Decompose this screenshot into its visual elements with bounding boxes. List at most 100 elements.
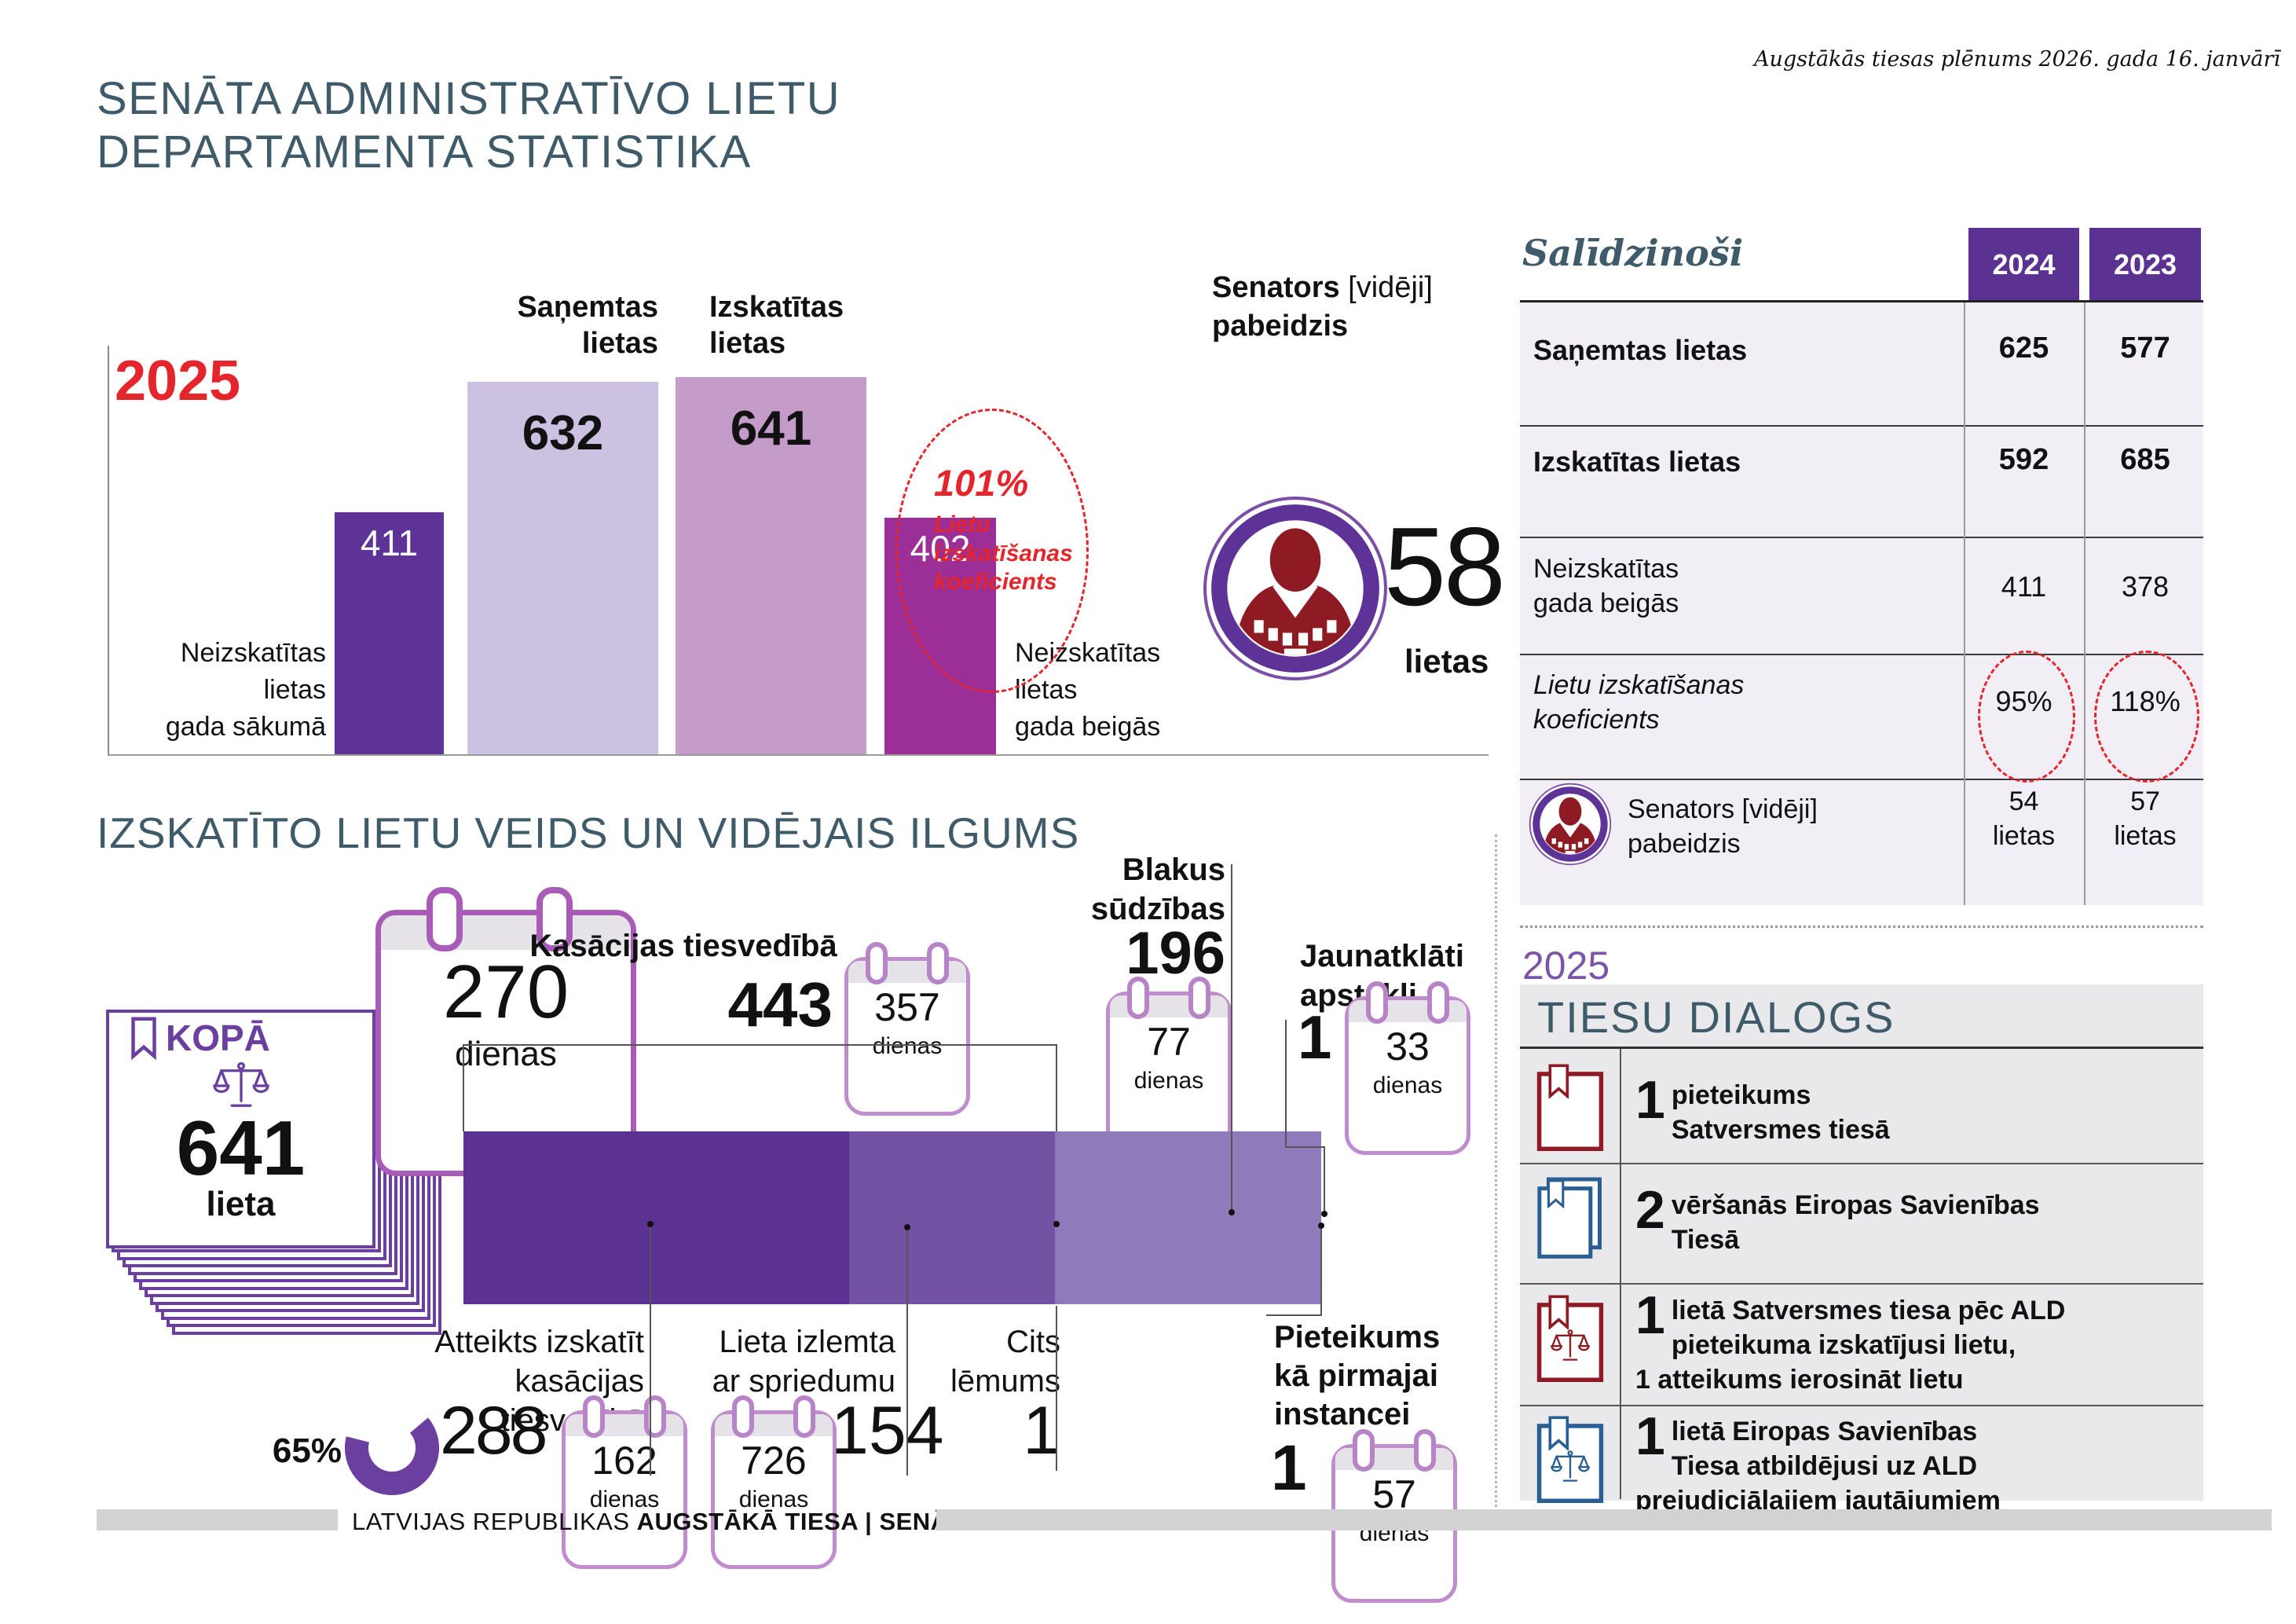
table-line: [1520, 1405, 2203, 1406]
footer-bar: [936, 1509, 2272, 1531]
label-line: instancei: [1274, 1396, 1411, 1432]
dialog-row: 1 pieteikums Satversmes tiesā: [1635, 1070, 2193, 1147]
label-line: izskatīšanas: [934, 540, 1073, 566]
calendar-days: 57: [1372, 1472, 1416, 1516]
calendar-ring-icon: [427, 887, 463, 951]
donut-65-percent-icon: [344, 1400, 440, 1496]
label-line: Pieteikums: [1274, 1320, 1441, 1355]
senator-title-bold: Senators: [1212, 271, 1340, 304]
doc-icon-maroon: [1533, 1062, 1607, 1153]
label-line: sūdzības: [1090, 892, 1225, 926]
label-line: pieteikuma izskatījusi lietu,: [1671, 1330, 2016, 1361]
label-line: 57: [2130, 786, 2160, 816]
label-line: pieteikums: [1671, 1080, 1811, 1110]
table-row-label: Senators [vidēji] pabeidzis: [1628, 792, 1957, 861]
table-line: [1520, 425, 2203, 427]
label-line: Lietu izskatīšanas: [1533, 670, 1745, 700]
blakus-value: 196: [1126, 920, 1225, 987]
label-line: Tiesā: [1671, 1225, 1740, 1256]
senator-avg-unit: lietas: [1404, 643, 1489, 680]
label-line: 54: [2009, 786, 2039, 816]
bar-value: 411: [360, 522, 419, 563]
calendar-357-dienas: 357 dienas: [844, 942, 970, 1116]
blakus-label: Blakus sūdzības: [1037, 850, 1225, 929]
coefficient-dashed-circle: 101% Lietu izskatīšanas koeficients: [895, 409, 1089, 693]
doc-scales-icon-blue: [1533, 1414, 1607, 1505]
total-value: 641: [176, 1105, 306, 1191]
dialog-lines: vēršanās Eiropas Savienības Tiesā: [1672, 1188, 2040, 1257]
jaunatklati-value: 1: [1298, 1003, 1332, 1072]
table-cell: 577: [2120, 332, 2170, 365]
calendar-days: 270: [442, 950, 569, 1034]
calendar-days: 162: [591, 1439, 657, 1483]
dialog-row: 1 lietā Satversmes tiesa pēc ALD pieteik…: [1635, 1285, 2193, 1398]
highlight-ellipse-118: [2094, 651, 2199, 783]
section-title: IZSKATĪTO LIETU VEIDS UN VIDĒJAIS ILGUMS: [97, 808, 1080, 857]
calendar-162-dienas: 162 dienas: [562, 1395, 687, 1569]
bar-label-sanemtas: Saņemtas lietas: [440, 289, 658, 362]
footer-bold: AUGSTĀKĀ TIESA | SENĀTS: [636, 1508, 981, 1535]
table-row-label: Neizskatītas gada beigās: [1533, 552, 1957, 621]
table-cell: 592: [1998, 443, 2049, 476]
chart-axis-vertical: [108, 346, 109, 756]
label-line: lēmums: [950, 1364, 1060, 1399]
label-line: ar spriedumu: [712, 1364, 895, 1399]
dialog-number: 1: [1635, 1406, 1665, 1466]
tiesu-dialogs-panel: [1520, 984, 2203, 1501]
atteikts-value: 288: [440, 1393, 547, 1468]
year-label-2025: 2025: [115, 350, 241, 412]
table-line: [1964, 302, 1965, 905]
dialog-number: 1: [1635, 1070, 1665, 1130]
label-line: Atteikts izskatīt: [434, 1325, 644, 1359]
compare-table-title: Salīdzinoši: [1522, 232, 1744, 274]
total-kopa-label: KOPĀ: [166, 1017, 270, 1058]
label-line: Cits: [1006, 1325, 1060, 1359]
doc-stack-icon-blue: [1533, 1175, 1607, 1262]
label-line: Tiesa atbildējusi uz ALD: [1671, 1451, 1978, 1482]
coefficient-value: 101%: [934, 462, 1029, 504]
pieteikums-label: Pieteikums kā pirmajai instancei: [1274, 1318, 1440, 1433]
calendar-unit: dienas: [738, 1487, 809, 1512]
calendar-unit: dienas: [589, 1487, 660, 1512]
senator-title-line2: pabeidzis: [1212, 310, 1349, 343]
table-cell: 57 lietas: [2089, 784, 2201, 853]
senator-icon: [1200, 493, 1390, 684]
dialog-lines: pieteikums Satversmes tiesā: [1672, 1078, 1890, 1147]
calendar-days: 77: [1147, 1020, 1191, 1064]
dialog-number: 1: [1635, 1285, 1665, 1345]
calendar-unit: dienas: [1372, 1072, 1443, 1098]
calendar-ring-icon: [536, 887, 573, 951]
col-header-2023: 2023: [2089, 228, 2201, 302]
label-line: kā pirmajai: [1274, 1358, 1439, 1393]
izlemta-label: Lieta izlemta ar spriedumu: [672, 1322, 895, 1401]
label-line: pabeidzis: [1628, 829, 1741, 860]
table-row-label: Izskatītas lietas: [1533, 445, 1741, 478]
label-line: gada sākumā: [165, 711, 326, 742]
izlemta-value: 154: [831, 1393, 944, 1468]
label-line: Senators [vidēji]: [1628, 794, 1818, 824]
label-line: koeficients: [1533, 705, 1660, 735]
table-cell: 54 lietas: [1968, 784, 2079, 853]
segment-atteikts: [463, 1131, 849, 1304]
calendar-band: [381, 915, 631, 950]
calendar-unit: dienas: [455, 1035, 557, 1073]
pieteikums-value: 1: [1271, 1432, 1307, 1504]
dialog-lines: lietā Eiropas Savienības Tiesa atbildēju…: [1672, 1414, 1977, 1483]
table-line: [1520, 654, 2203, 655]
total-unit: lieta: [206, 1185, 276, 1224]
label-line: lietas: [1992, 821, 2056, 852]
page-title-line1: SENĀTA ADMINISTRATĪVO LIETU: [97, 73, 841, 124]
segment-izlemta: [849, 1131, 1055, 1304]
table-line: [2084, 302, 2085, 905]
coefficient-label: Lietu izskatīšanas koeficients: [934, 511, 1086, 597]
doc-scales-icon-maroon: [1533, 1293, 1607, 1384]
label-line: Neizskatītas: [1533, 554, 1679, 584]
bar-label-neizskatitas-beigas: Neizskatītas lietas gada beigās: [1015, 635, 1258, 746]
label-line: lietā Eiropas Savienības: [1671, 1417, 1978, 1446]
kasacija-label: Kasācijas tiesvedībā: [529, 929, 837, 963]
senator-title-rest: [vidēji]: [1339, 271, 1433, 304]
dialog-extra-line: 1 atteikums ierosināt lietu: [1635, 1365, 1964, 1395]
label-line: vēršanās Eiropas Savienības: [1671, 1190, 2040, 1220]
label-line: lietas: [263, 674, 326, 705]
